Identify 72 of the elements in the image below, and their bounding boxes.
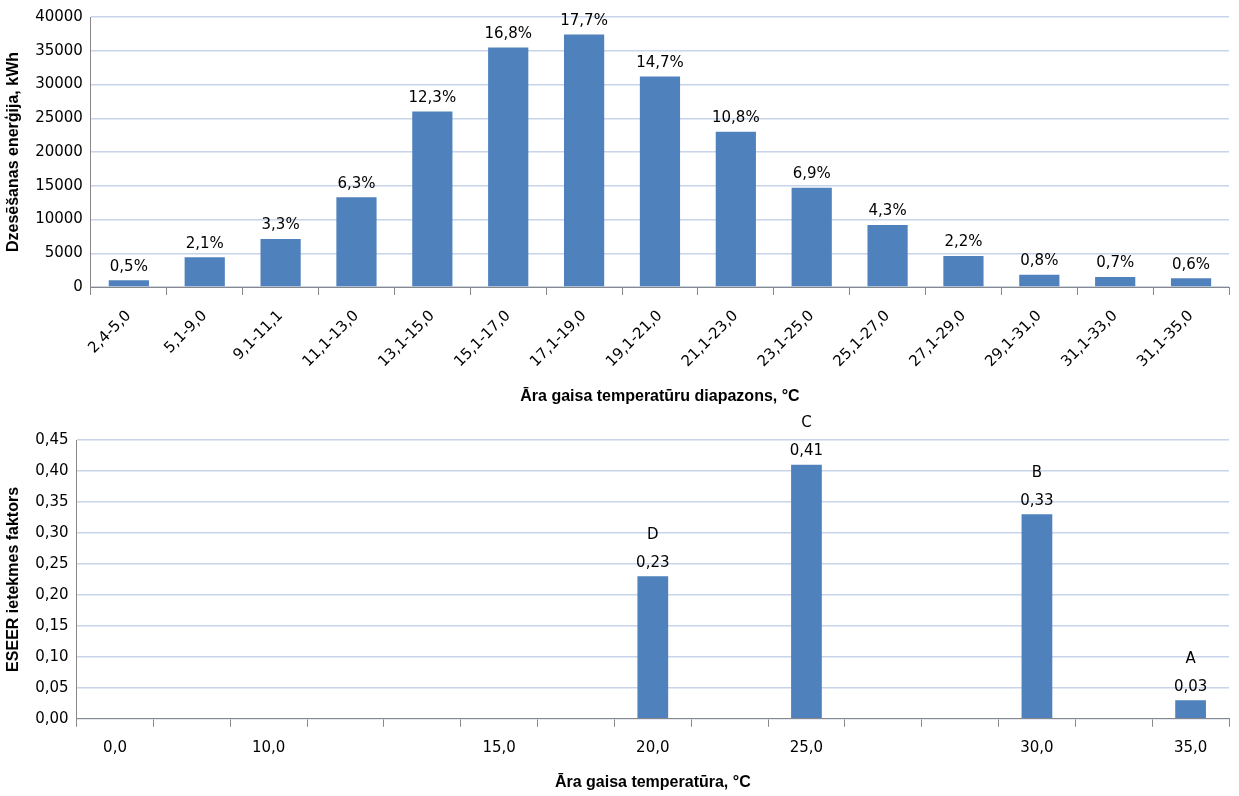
x-axis-title: Āra gaisa temperatūru diapazons, °C <box>520 385 801 404</box>
bar <box>791 187 832 287</box>
data-label: 0,33 <box>1020 490 1054 509</box>
y-tick-label: 0,40 <box>35 460 69 479</box>
y-tick-label: 5000 <box>44 243 83 262</box>
bar <box>1175 700 1206 719</box>
y-tick-label: 25000 <box>35 108 83 127</box>
annotation: 12,3% <box>408 87 457 106</box>
annotation: D <box>647 524 659 543</box>
annotation: 0,7% <box>1096 253 1135 272</box>
y-tick-label: 40000 <box>35 6 83 25</box>
x-tick-label: 20,0 <box>636 737 670 756</box>
annotation: C <box>801 413 812 432</box>
bar <box>1095 276 1136 287</box>
y-tick-label: 20000 <box>35 141 83 160</box>
annotation: 3,3% <box>261 215 300 234</box>
x-axis-title: Āra gaisa temperatūra, °C <box>554 771 752 790</box>
bar <box>336 197 377 287</box>
bar <box>108 280 149 287</box>
bar <box>867 224 908 287</box>
annotation: 0,8% <box>1020 251 1059 270</box>
bar <box>715 131 756 287</box>
y-tick-label: 0,35 <box>35 491 69 510</box>
y-tick-label: 0,10 <box>35 646 69 665</box>
x-tick-label: 0,0 <box>103 737 127 756</box>
annotation: 2,2% <box>944 232 983 251</box>
data-label: 0,03 <box>1173 676 1208 695</box>
bar <box>412 111 453 287</box>
annotation: B <box>1031 462 1043 481</box>
y-tick-label: 0,15 <box>35 615 69 634</box>
y-tick-label: 0,05 <box>35 677 69 696</box>
x-tick-label: 30,0 <box>1020 737 1054 756</box>
annotation: 0,5% <box>109 256 148 275</box>
x-tick-label: 35,0 <box>1173 737 1208 756</box>
annotation: 6,9% <box>792 164 831 183</box>
bar <box>943 255 984 287</box>
annotation: 14,7% <box>636 52 684 71</box>
y-tick-label: 0,00 <box>35 708 69 727</box>
y-tick-label: 30000 <box>35 74 83 93</box>
bar <box>639 76 681 287</box>
annotation: 4,3% <box>868 201 907 220</box>
y-tick-label: 0,30 <box>35 522 69 541</box>
y-tick-label: 0,45 <box>35 429 69 448</box>
annotation: 6,3% <box>337 173 376 192</box>
y-tick-label: 35000 <box>35 40 83 59</box>
bar <box>1170 278 1212 287</box>
bar <box>637 576 669 719</box>
annotation: 16,8% <box>484 23 533 42</box>
bar <box>260 239 301 287</box>
y-tick-label: 0,20 <box>35 584 69 603</box>
data-label: 0,41 <box>789 441 824 460</box>
x-tick-label: 25,0 <box>789 737 824 756</box>
annotation: 0,6% <box>1172 254 1211 273</box>
bar <box>563 34 605 287</box>
bar <box>1019 274 1060 287</box>
annotation: A <box>1185 648 1197 667</box>
y-axis-title: Dzesēšanas enerģija, kWh <box>4 51 22 253</box>
bar <box>184 257 225 287</box>
y-tick-label: 0,25 <box>35 553 69 572</box>
annotation: 17,7% <box>560 10 608 29</box>
bar <box>1021 514 1053 719</box>
annotation: 2,1% <box>185 233 224 252</box>
y-tick-label: 10000 <box>35 209 83 228</box>
annotation: 10,8% <box>712 108 760 127</box>
x-tick-label: 15,0 <box>482 737 516 756</box>
x-tick-label: 10,0 <box>251 737 286 756</box>
y-axis-title: ESEER ietekmes faktors <box>4 486 22 672</box>
bar <box>488 47 529 287</box>
bar <box>791 464 822 719</box>
y-tick-label: 0 <box>73 276 83 295</box>
data-label: 0,23 <box>636 552 670 571</box>
y-tick-label: 15000 <box>35 175 83 194</box>
